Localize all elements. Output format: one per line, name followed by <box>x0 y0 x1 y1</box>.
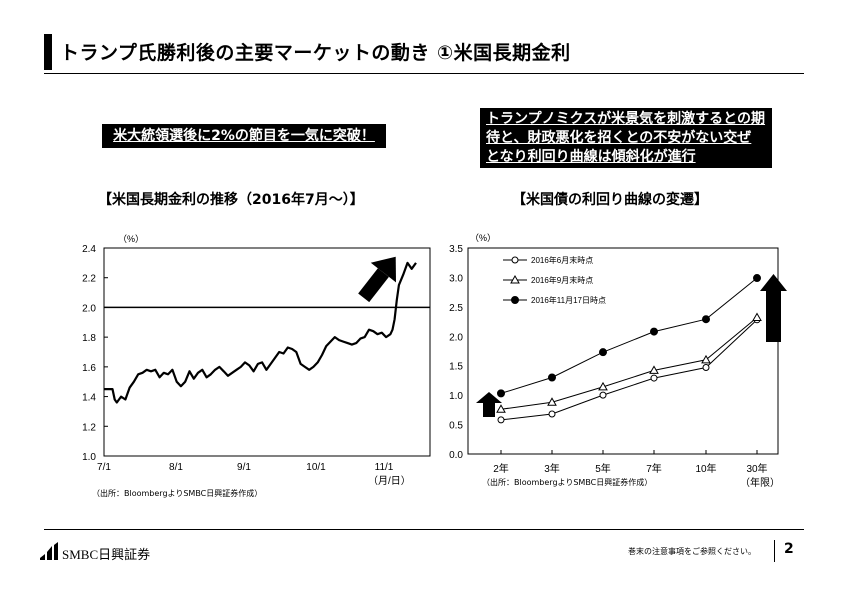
up-arrow-icon <box>760 274 787 342</box>
legend-marker <box>510 274 520 284</box>
data-point <box>650 327 658 336</box>
data-point <box>496 404 506 413</box>
us10y-yield-line <box>104 261 417 404</box>
callout-right-line: となり利回り曲線は傾斜化が進行 <box>486 149 696 165</box>
page-title: トランプ氏勝利後の主要マーケットの動き ①米国長期金利 <box>60 42 571 64</box>
x-tick-label: 10/1 <box>306 462 326 473</box>
legend-marker <box>511 256 519 264</box>
title-divider <box>44 73 804 74</box>
page-number: 2 <box>784 541 794 557</box>
data-point <box>650 374 658 382</box>
up-arrow-icon <box>476 392 502 417</box>
y-tick-label: 3.5 <box>449 244 463 255</box>
x-tick-label: 9/1 <box>237 462 251 473</box>
y-tick-label: 1.6 <box>82 363 96 374</box>
y-tick-label: 2.5 <box>449 303 463 314</box>
up-arrow-icon <box>358 256 396 303</box>
data-point <box>599 348 607 357</box>
callout-left: 米大統領選後に2%の節目を一気に突破！ <box>102 124 386 148</box>
y-tick-label: 2.4 <box>82 244 96 255</box>
data-point <box>702 363 710 371</box>
yield-curve-line <box>500 319 758 421</box>
x-tick-label: 5年 <box>595 462 611 475</box>
y-tick-label: 1.5 <box>449 362 463 373</box>
data-point <box>497 389 505 398</box>
x-tick-label: 10年 <box>695 462 716 475</box>
y-tick-label: 3.0 <box>449 273 463 284</box>
x-tick-label: 8/1 <box>169 462 183 473</box>
y-tick-label: 1.4 <box>82 393 96 404</box>
y-tick-label: 1.2 <box>82 422 96 433</box>
yield-curve-line <box>500 317 758 410</box>
data-point <box>599 391 607 399</box>
y-tick-label: 1.8 <box>82 333 96 344</box>
y-tick-label: 1.0 <box>82 452 96 463</box>
callout-right: トランプノミクスが米景気を刺激するとの期 待と、財政悪化を招くとの不安がない交ぜ… <box>480 108 772 168</box>
right-source-note: （出所：BloombergよりSMBC日興証券作成） <box>482 478 653 487</box>
x-tick-label: 30年 <box>746 462 767 475</box>
callout-left-text: 米大統領選後に2%の節目を一気に突破！ <box>113 128 375 144</box>
left-x-unit-label: （月/日） <box>368 475 411 487</box>
y-tick-label: 2.2 <box>82 274 96 285</box>
y-tick-label: 0.5 <box>449 421 463 432</box>
right-unit-label: （%） <box>470 233 496 243</box>
smbc-logo-icon <box>40 542 58 560</box>
company-logo-text: SMBC日興証券 <box>62 547 151 562</box>
legend-label: 2016年6月末時点 <box>531 255 593 265</box>
y-tick-label: 1.0 <box>449 391 463 402</box>
data-point <box>548 410 556 418</box>
callout-right-line: トランプノミクスが米景気を刺激するとの期 <box>486 111 766 127</box>
data-point <box>598 381 608 391</box>
x-tick-label: 3年 <box>544 462 560 475</box>
legend-label: 2016年9月末時点 <box>531 275 593 285</box>
y-tick-label: 2.0 <box>449 332 463 343</box>
yield-curve-line <box>500 277 758 394</box>
data-point <box>753 274 761 283</box>
data-point <box>752 312 762 321</box>
left-source-note: （出所：BloombergよりSMBC日興証券作成） <box>92 489 263 498</box>
left-unit-label: （%） <box>118 234 144 244</box>
data-point <box>702 315 710 324</box>
footer-separator <box>774 540 775 562</box>
footer-divider <box>44 529 804 530</box>
data-point <box>649 365 659 374</box>
disclaimer-note: 巻末の注意事項をご参照ください。 <box>628 547 756 556</box>
right-x-unit-label: （年限） <box>740 476 780 489</box>
right-plot-frame <box>467 247 779 455</box>
x-tick-label: 2年 <box>493 462 509 475</box>
y-tick-label: 0.0 <box>449 450 463 461</box>
left-chart-title: 【米国長期金利の推移（2016年7月～）】 <box>98 192 364 208</box>
callout-right-line: 待と、財政悪化を招くとの不安がない交ぜ <box>486 130 752 146</box>
data-point <box>548 373 556 382</box>
x-tick-label: 7/1 <box>97 462 111 473</box>
legend-marker <box>511 296 519 304</box>
left-plot-frame <box>103 247 431 457</box>
title-accent-bar <box>44 34 52 70</box>
x-tick-label: 11/1 <box>375 462 394 473</box>
data-point <box>497 416 505 424</box>
data-point <box>547 397 557 406</box>
x-tick-label: 7年 <box>646 462 662 475</box>
legend-label: 2016年11月17日時点 <box>531 295 606 305</box>
right-chart-title: 【米国債の利回り曲線の変遷】 <box>512 192 708 208</box>
y-tick-label: 2.0 <box>82 303 96 314</box>
data-point <box>701 354 711 364</box>
